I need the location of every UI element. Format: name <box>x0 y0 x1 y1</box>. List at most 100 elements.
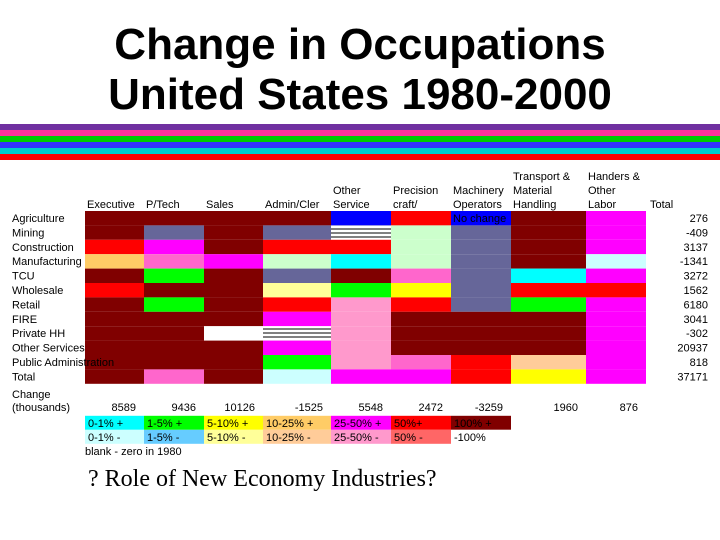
heatmap-cell <box>586 239 646 255</box>
stripe <box>0 124 720 130</box>
heatmap-cell <box>85 340 144 355</box>
legend-swatch <box>331 415 391 430</box>
industry-total: -409 <box>686 227 708 239</box>
heatmap-cell <box>331 355 391 370</box>
heatmap-cell <box>586 254 646 269</box>
heatmap-cell <box>391 211 451 226</box>
industry-label: Private HH <box>12 328 65 340</box>
heatmap-cell <box>586 268 646 283</box>
legend-label: 1-5% - <box>147 432 180 444</box>
heatmap-cell <box>451 239 511 255</box>
heatmap-cell <box>451 369 511 384</box>
heatmap-cell <box>586 311 646 327</box>
heatmap-cell <box>586 340 646 355</box>
cell-label: No change <box>453 213 506 225</box>
heatmap-cell <box>391 340 451 355</box>
heatmap-cell <box>263 254 331 269</box>
heatmap-cell <box>85 239 144 255</box>
heatmap-cell <box>263 326 331 341</box>
stripe <box>0 142 720 148</box>
legend-swatch <box>263 415 331 430</box>
heatmap-cell <box>204 369 263 384</box>
legend-swatch <box>85 429 144 444</box>
legend-swatch <box>331 429 391 444</box>
heatmap-cell <box>144 369 204 384</box>
heatmap-cell <box>263 268 331 283</box>
legend-swatch <box>391 429 451 444</box>
industry-label: Manufacturing <box>12 256 82 268</box>
title-line-2: United States 1980-2000 <box>108 70 612 119</box>
heatmap-cell <box>331 297 391 312</box>
industry-total: 6180 <box>684 299 708 311</box>
heatmap-cell <box>85 297 144 312</box>
heatmap-cell <box>451 254 511 269</box>
heatmap-cell <box>263 211 331 226</box>
heatmap-cell <box>511 283 586 298</box>
heatmap-cell <box>451 268 511 283</box>
heatmap-cell <box>85 225 144 240</box>
industry-total: 276 <box>690 213 708 225</box>
industry-total: 37171 <box>677 371 708 383</box>
heatmap-cell <box>204 297 263 312</box>
column-header: Sales <box>206 199 234 211</box>
heatmap-cell <box>144 254 204 269</box>
legend-label: 0-1% + <box>88 418 123 430</box>
heatmap-cell <box>144 239 204 255</box>
heatmap-cell <box>144 211 204 226</box>
legend-label: 5-10% - <box>207 432 246 444</box>
legend-swatch <box>144 429 204 444</box>
legend-swatch <box>451 429 511 444</box>
legend-label: 25-50% - <box>334 432 379 444</box>
heatmap-cell <box>144 326 204 341</box>
stripe <box>0 148 720 154</box>
legend-label: 25-50% + <box>334 418 381 430</box>
industry-total: 3137 <box>684 242 708 254</box>
industry-total: 1562 <box>684 285 708 297</box>
heatmap-cell <box>85 326 144 341</box>
heatmap-cell <box>451 355 511 370</box>
heatmap-cell <box>511 268 586 283</box>
column-header: Handling <box>513 199 556 211</box>
total-header: Total <box>650 199 673 211</box>
heatmap-cell <box>263 225 331 240</box>
column-header: Labor <box>588 199 616 211</box>
heatmap-cell <box>391 297 451 312</box>
legend-label: -100% <box>454 432 486 444</box>
column-change: 8589 <box>112 402 136 414</box>
heatmap-cell <box>204 239 263 255</box>
column-header: Material <box>513 185 552 197</box>
heatmap-cell <box>451 297 511 312</box>
decorative-stripes <box>0 124 720 160</box>
column-header: craft/ <box>393 199 418 211</box>
heatmap-cell <box>263 355 331 370</box>
heatmap-cell <box>391 369 451 384</box>
column-change: 2472 <box>419 402 443 414</box>
heatmap-cell <box>85 355 144 370</box>
industry-label: TCU <box>12 271 35 283</box>
heatmap-cell <box>331 369 391 384</box>
column-header: P/Tech <box>146 199 180 211</box>
heatmap-cell <box>204 225 263 240</box>
column-change: 876 <box>620 402 638 414</box>
column-change: 5548 <box>359 402 383 414</box>
heatmap-cell <box>511 239 586 255</box>
heatmap-cell <box>204 211 263 226</box>
industry-label: Total <box>12 371 35 383</box>
stripe <box>0 154 720 160</box>
industry-label: FIRE <box>12 314 37 326</box>
heatmap-cell <box>85 369 144 384</box>
legend-label: 5-10% + <box>207 418 248 430</box>
legend-label: 50%+ <box>394 418 422 430</box>
heatmap-cell <box>85 283 144 298</box>
heatmap-cell <box>511 254 586 269</box>
heatmap-cell <box>586 211 646 226</box>
heatmap-cell <box>144 340 204 355</box>
column-header: Admin/Cler <box>265 199 320 211</box>
heatmap-cell <box>204 340 263 355</box>
column-header: Executive <box>87 199 135 211</box>
legend-swatch <box>85 415 144 430</box>
legend-swatch <box>263 429 331 444</box>
heatmap-cell <box>331 326 391 341</box>
heatmap-cell <box>144 355 204 370</box>
legend-label: 0-1% - <box>88 432 121 444</box>
